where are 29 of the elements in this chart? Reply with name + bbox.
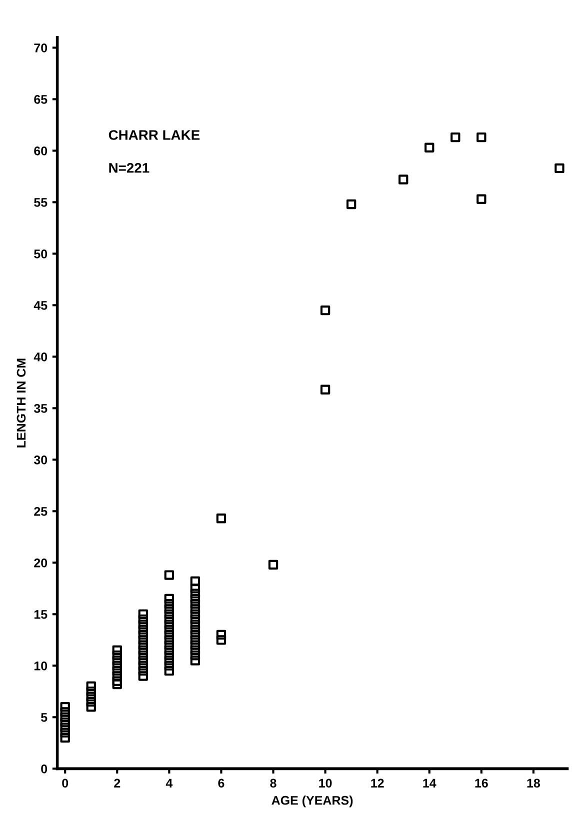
x-tick-label: 2 xyxy=(114,778,120,788)
x-tick-label: 6 xyxy=(218,778,224,788)
y-tick-label: 40 xyxy=(34,352,48,362)
y-tick-label: 0 xyxy=(41,764,48,774)
x-tick-label: 12 xyxy=(371,778,384,788)
x-tick-label: 10 xyxy=(319,778,332,788)
text: CHARR LAKE xyxy=(108,130,200,140)
y-axis-title: LENGTH IN CM xyxy=(16,358,26,448)
x-tick-label: 18 xyxy=(527,778,540,788)
y-tick-label: 15 xyxy=(34,610,48,619)
y-tick-label: 10 xyxy=(34,661,48,670)
y-tick-label: 30 xyxy=(34,455,48,464)
x-tick-label: 8 xyxy=(270,778,276,788)
y-tick-label: 65 xyxy=(34,94,48,104)
y-tick-label: 35 xyxy=(34,404,48,413)
y-tick-label: 55 xyxy=(34,198,48,207)
y-tick-label: 70 xyxy=(34,43,48,52)
y-tick-label: 60 xyxy=(34,146,48,156)
y-tick-label: 45 xyxy=(34,301,48,310)
x-tick-label: 16 xyxy=(475,778,488,788)
x-tick-label: 4 xyxy=(166,778,173,788)
x-axis-title: AGE (YEARS) xyxy=(272,796,353,808)
x-tick-label: 14 xyxy=(423,778,436,788)
y-tick-label: 20 xyxy=(34,558,48,568)
x-tick-label: 0 xyxy=(62,778,68,788)
annotation: N=221 xyxy=(109,162,150,173)
y-tick-label: 5 xyxy=(41,713,48,722)
y-tick-label: 50 xyxy=(34,249,48,258)
y-tick-label: 25 xyxy=(34,506,48,516)
